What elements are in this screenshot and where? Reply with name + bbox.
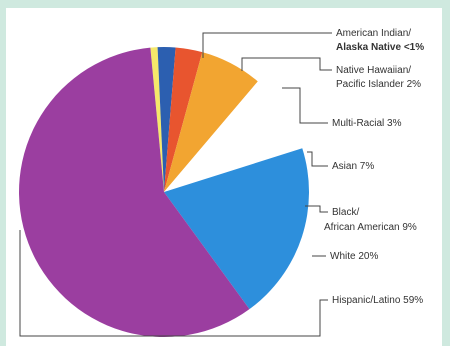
pie-slice-asian <box>164 52 258 193</box>
label-hispanic: Hispanic/Latino 59% <box>332 295 423 306</box>
callout-line-native-hawaiian <box>241 57 332 71</box>
pie-slice-black <box>164 81 303 192</box>
label-multi-racial: Multi-Racial 3% <box>332 118 402 129</box>
label-american-indian-2: Alaska Native <1% <box>336 42 424 53</box>
pie-slices <box>19 46 310 337</box>
label-black-1: Black/ <box>332 207 359 218</box>
pie-slice-white <box>164 148 310 310</box>
callout-line-american-indian <box>202 32 332 58</box>
pie-slice-american-indian <box>150 47 164 192</box>
callout-line-multi-racial <box>282 87 328 124</box>
callout-line-black <box>305 205 328 213</box>
label-black-2: African American 9% <box>324 222 417 233</box>
label-native-hawaiian-2: Pacific Islander 2% <box>336 79 421 90</box>
label-white: White 20% <box>330 251 378 262</box>
callout-line-asian <box>307 151 328 167</box>
callout-line-hispanic <box>19 230 328 337</box>
label-asian: Asian 7% <box>332 161 374 172</box>
pie-slice-multi-racial <box>164 47 203 192</box>
pie-slice-native-hawaiian <box>157 46 176 193</box>
label-american-indian-1: American Indian/ <box>336 28 411 39</box>
callout-lines <box>19 32 332 337</box>
slice-labels: American Indian/ Alaska Native <1% Nativ… <box>324 28 424 306</box>
label-native-hawaiian-1: Native Hawaiian/ <box>336 65 411 76</box>
pie-slice-hispanic <box>19 47 250 337</box>
